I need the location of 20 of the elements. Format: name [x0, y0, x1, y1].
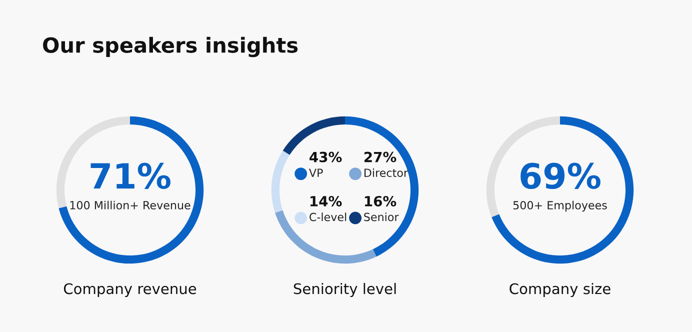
text: Our speakers insights	[43, 36, 298, 58]
data-label: 69%	[520, 162, 600, 190]
legend-label: C-level	[310, 212, 346, 222]
data-label: 14%	[310, 196, 342, 206]
donut-slice	[492, 116, 634, 264]
legend-label: Senior	[364, 212, 399, 222]
text: Seniority level	[294, 282, 396, 298]
text: Company revenue	[64, 283, 196, 298]
data-label: 27%	[364, 152, 396, 162]
donut-slice	[58, 116, 204, 264]
legend-label: VP	[309, 168, 323, 177]
text: Company size	[510, 282, 610, 298]
legend-label: Director	[364, 168, 408, 178]
donut-slice	[345, 116, 419, 257]
slice-label: 100 Million+ Revenue	[70, 200, 190, 210]
data-label: 43%	[310, 152, 342, 162]
slice-label: 500+ Employees	[513, 200, 607, 212]
data-label: 71%	[90, 162, 170, 190]
data-label: 16%	[364, 196, 396, 206]
donut-slice	[271, 150, 290, 213]
